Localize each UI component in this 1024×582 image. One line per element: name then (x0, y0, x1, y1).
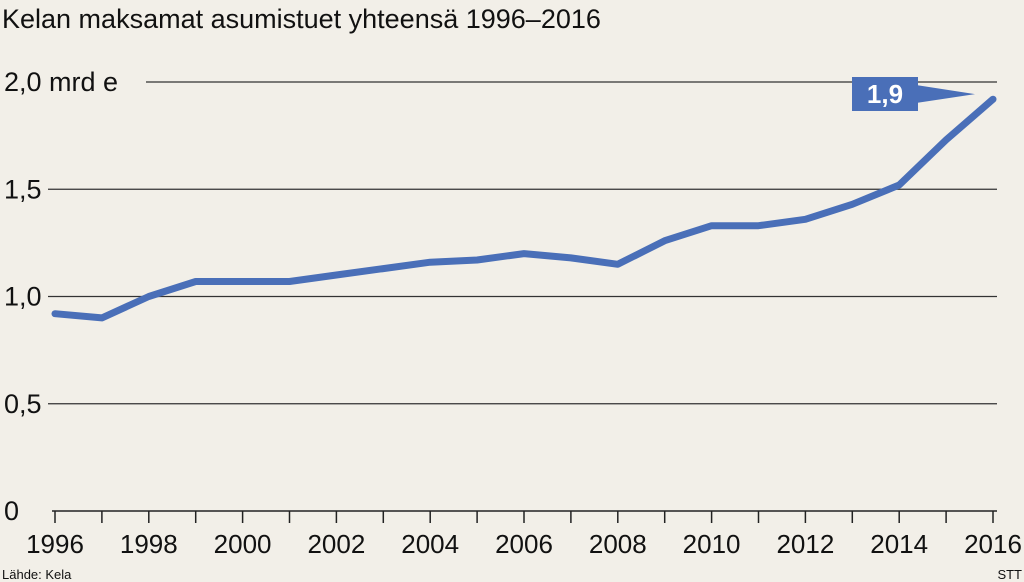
series-line-0 (51, 95, 997, 322)
y-tick-label: 1,0 (4, 282, 42, 312)
chart-title: Kelan maksamat asumistuet yhteensä 1996–… (2, 4, 601, 34)
x-axis: 1996 1998 2000 2002 2004 2006 2008 2010 2012 2014… (26, 510, 1022, 559)
callout-value-label: 1,9 (867, 79, 903, 109)
gridlines (48, 81, 997, 405)
x-tick-label: 2006 (495, 529, 553, 559)
x-tick-label: 2014 (870, 529, 928, 559)
x-tick-label: 2000 (214, 529, 272, 559)
series-group (51, 95, 997, 322)
y-tick-label: 2,0 mrd e (4, 67, 118, 97)
callout-box (852, 77, 918, 111)
y-tick-label: 0,5 (4, 389, 42, 419)
value-callout: 1,9 (852, 77, 975, 111)
y-tick-label: 0 (4, 496, 19, 526)
y-tick-label: 1,5 (4, 174, 42, 204)
x-tick-label: 2008 (589, 529, 647, 559)
x-tick-label: 1996 (26, 529, 84, 559)
x-tick-label: 2002 (307, 529, 365, 559)
y-axis-ticks: 0 0,5 1,0 1,5 2,0 mrd e (4, 67, 118, 526)
source-note: Lähde: Kela (2, 567, 72, 582)
x-tick-label: 2016 (964, 529, 1022, 559)
callout-pointer (916, 85, 975, 103)
x-tick-label: 1998 (120, 529, 178, 559)
x-tick-label: 2012 (776, 529, 834, 559)
x-tick-label: 2010 (683, 529, 741, 559)
x-tick-label: 2004 (401, 529, 459, 559)
agency-credit: STT (997, 567, 1022, 582)
